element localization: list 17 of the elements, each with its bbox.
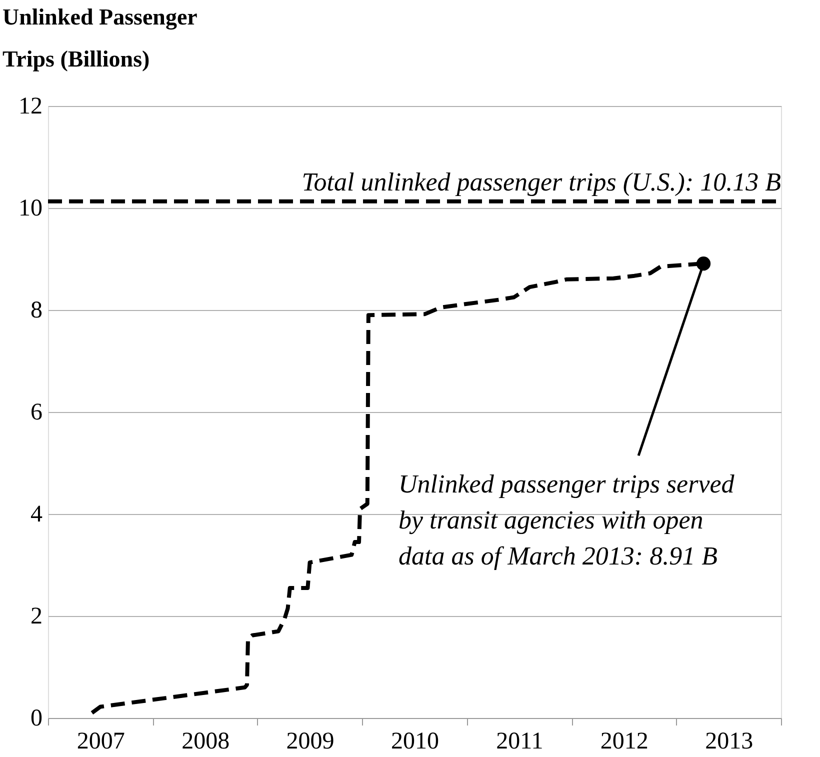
y-tick-label: 0 [30,706,42,732]
y-tick-label: 12 [18,94,42,120]
annotation: Unlinked passenger trips served by transit agencies with open data as of March 2013: 8.91 B [398,470,736,571]
x-tick-label: 2009 [286,728,334,754]
y-tick-label: 4 [30,502,42,528]
x-tick-label: 2013 [705,728,754,754]
ref-line-label: Total unlinked passenger trips (U.S.): 10.13 B [302,167,782,196]
x-tick-label: 2007 [76,728,125,754]
y-tick-label: 8 [30,298,42,324]
y-axis-title: Unlinked Passenger Trips (Billions) [2,4,198,72]
x-tick-label: 2012 [600,728,648,754]
y-tick-label: 2 [30,604,42,630]
x-tick-label: 2008 [182,728,230,754]
y-tick-label: 10 [18,196,42,222]
x-tick-label: 2010 [391,728,439,754]
y-tick-label: 6 [30,400,42,426]
x-tick-label: 2011 [496,728,544,754]
